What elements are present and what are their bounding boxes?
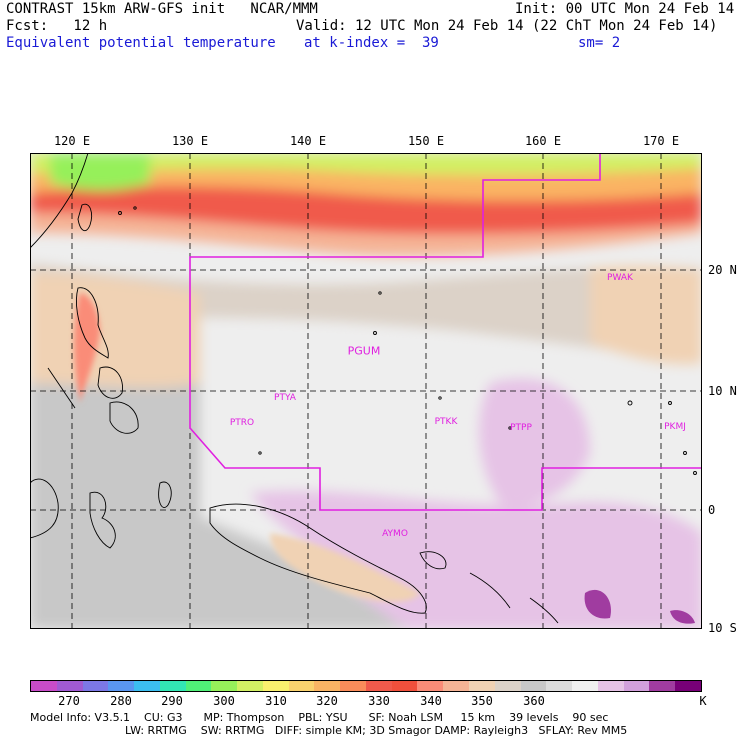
station-pgum: PGUM: [347, 344, 381, 358]
colorbar-segment: [417, 681, 444, 691]
smoothing: sm= 2: [578, 35, 621, 51]
colorbar-segment: [649, 681, 676, 691]
station-ptya: PTYA: [274, 393, 296, 403]
colorbar-segment: [623, 681, 650, 691]
colorbar-segment: [262, 681, 289, 691]
lat-label-10s: 10 S: [708, 621, 737, 635]
colorbar-segment: [597, 681, 624, 691]
valid-time: Valid: 12 UTC Mon 24 Feb 14 (22 ChT Mon …: [296, 18, 718, 34]
lon-label-140e: 140 E: [289, 134, 327, 148]
colorbar-segment: [546, 681, 573, 691]
colorbar-segment: [82, 681, 109, 691]
model-info-line2: LW: RRTMG SW: RRTMG DIFF: simple KM; 3D …: [125, 724, 628, 737]
colorbar-segment: [572, 681, 598, 691]
colorbar-label: 290: [161, 694, 183, 708]
colorbar-label: 330: [368, 694, 390, 708]
lon-label-170e: 170 E: [642, 134, 680, 148]
station-pwak: PWAK: [607, 273, 633, 283]
colorbar-segment: [288, 681, 315, 691]
colorbar-segment: [391, 681, 418, 691]
colorbar: [30, 680, 702, 692]
station-ptkk: PTKK: [434, 417, 458, 427]
lat-label-0: 0: [708, 503, 716, 517]
station-ptro: PTRO: [229, 418, 255, 428]
colorbar-segment: [314, 681, 341, 691]
fir-boundary: [189, 153, 702, 511]
colorbar-label: 280: [110, 694, 132, 708]
colorbar-label: 340: [420, 694, 442, 708]
k-index: at k-index = 39: [304, 35, 439, 51]
colorbar-segment: [469, 681, 495, 691]
colorbar-segment: [211, 681, 238, 691]
colorbar-label: 310: [265, 694, 287, 708]
map-plot: [30, 153, 702, 629]
colorbar-label: 300: [213, 694, 235, 708]
field-name: Equivalent potential temperature: [6, 35, 276, 51]
lat-label-10n: 10 N: [708, 384, 737, 398]
model-title: CONTRAST 15km ARW-GFS init NCAR/MMM: [6, 1, 318, 17]
colorbar-segment: [520, 681, 547, 691]
colorbar-unit: K: [699, 694, 707, 708]
lon-label-160e: 160 E: [524, 134, 562, 148]
station-aymo: AYMO: [382, 529, 408, 539]
colorbar-segment: [443, 681, 470, 691]
colorbar-segment: [159, 681, 186, 691]
colorbar-segment: [237, 681, 263, 691]
theta-e-field: [30, 153, 702, 629]
colorbar-segment: [185, 681, 212, 691]
lon-label-130e: 130 E: [171, 134, 209, 148]
colorbar-segment: [31, 681, 57, 691]
model-info-line1: Model Info: V3.5.1 CU: G3 MP: Thompson P…: [30, 711, 609, 724]
colorbar-label: 360: [523, 694, 545, 708]
colorbar-segment: [134, 681, 160, 691]
lon-label-150e: 150 E: [407, 134, 445, 148]
colorbar-label: 350: [471, 694, 493, 708]
lon-label-120e: 120 E: [53, 134, 91, 148]
colorbar-segment: [56, 681, 83, 691]
coastlines: [30, 153, 697, 624]
station-pkmj: PKMJ: [664, 422, 686, 432]
colorbar-segment: [494, 681, 521, 691]
colorbar-label: 320: [316, 694, 338, 708]
colorbar-segment: [675, 681, 701, 691]
colorbar-segment: [365, 681, 392, 691]
station-ptpp: PTPP: [510, 423, 532, 433]
colorbar-segment: [340, 681, 366, 691]
lat-label-20n: 20 N: [708, 263, 737, 277]
colorbar-label: 270: [58, 694, 80, 708]
init-time: Init: 00 UTC Mon 24 Feb 14: [515, 1, 735, 17]
forecast-hour: Fcst: 12 h: [6, 18, 108, 34]
colorbar-segment: [108, 681, 135, 691]
